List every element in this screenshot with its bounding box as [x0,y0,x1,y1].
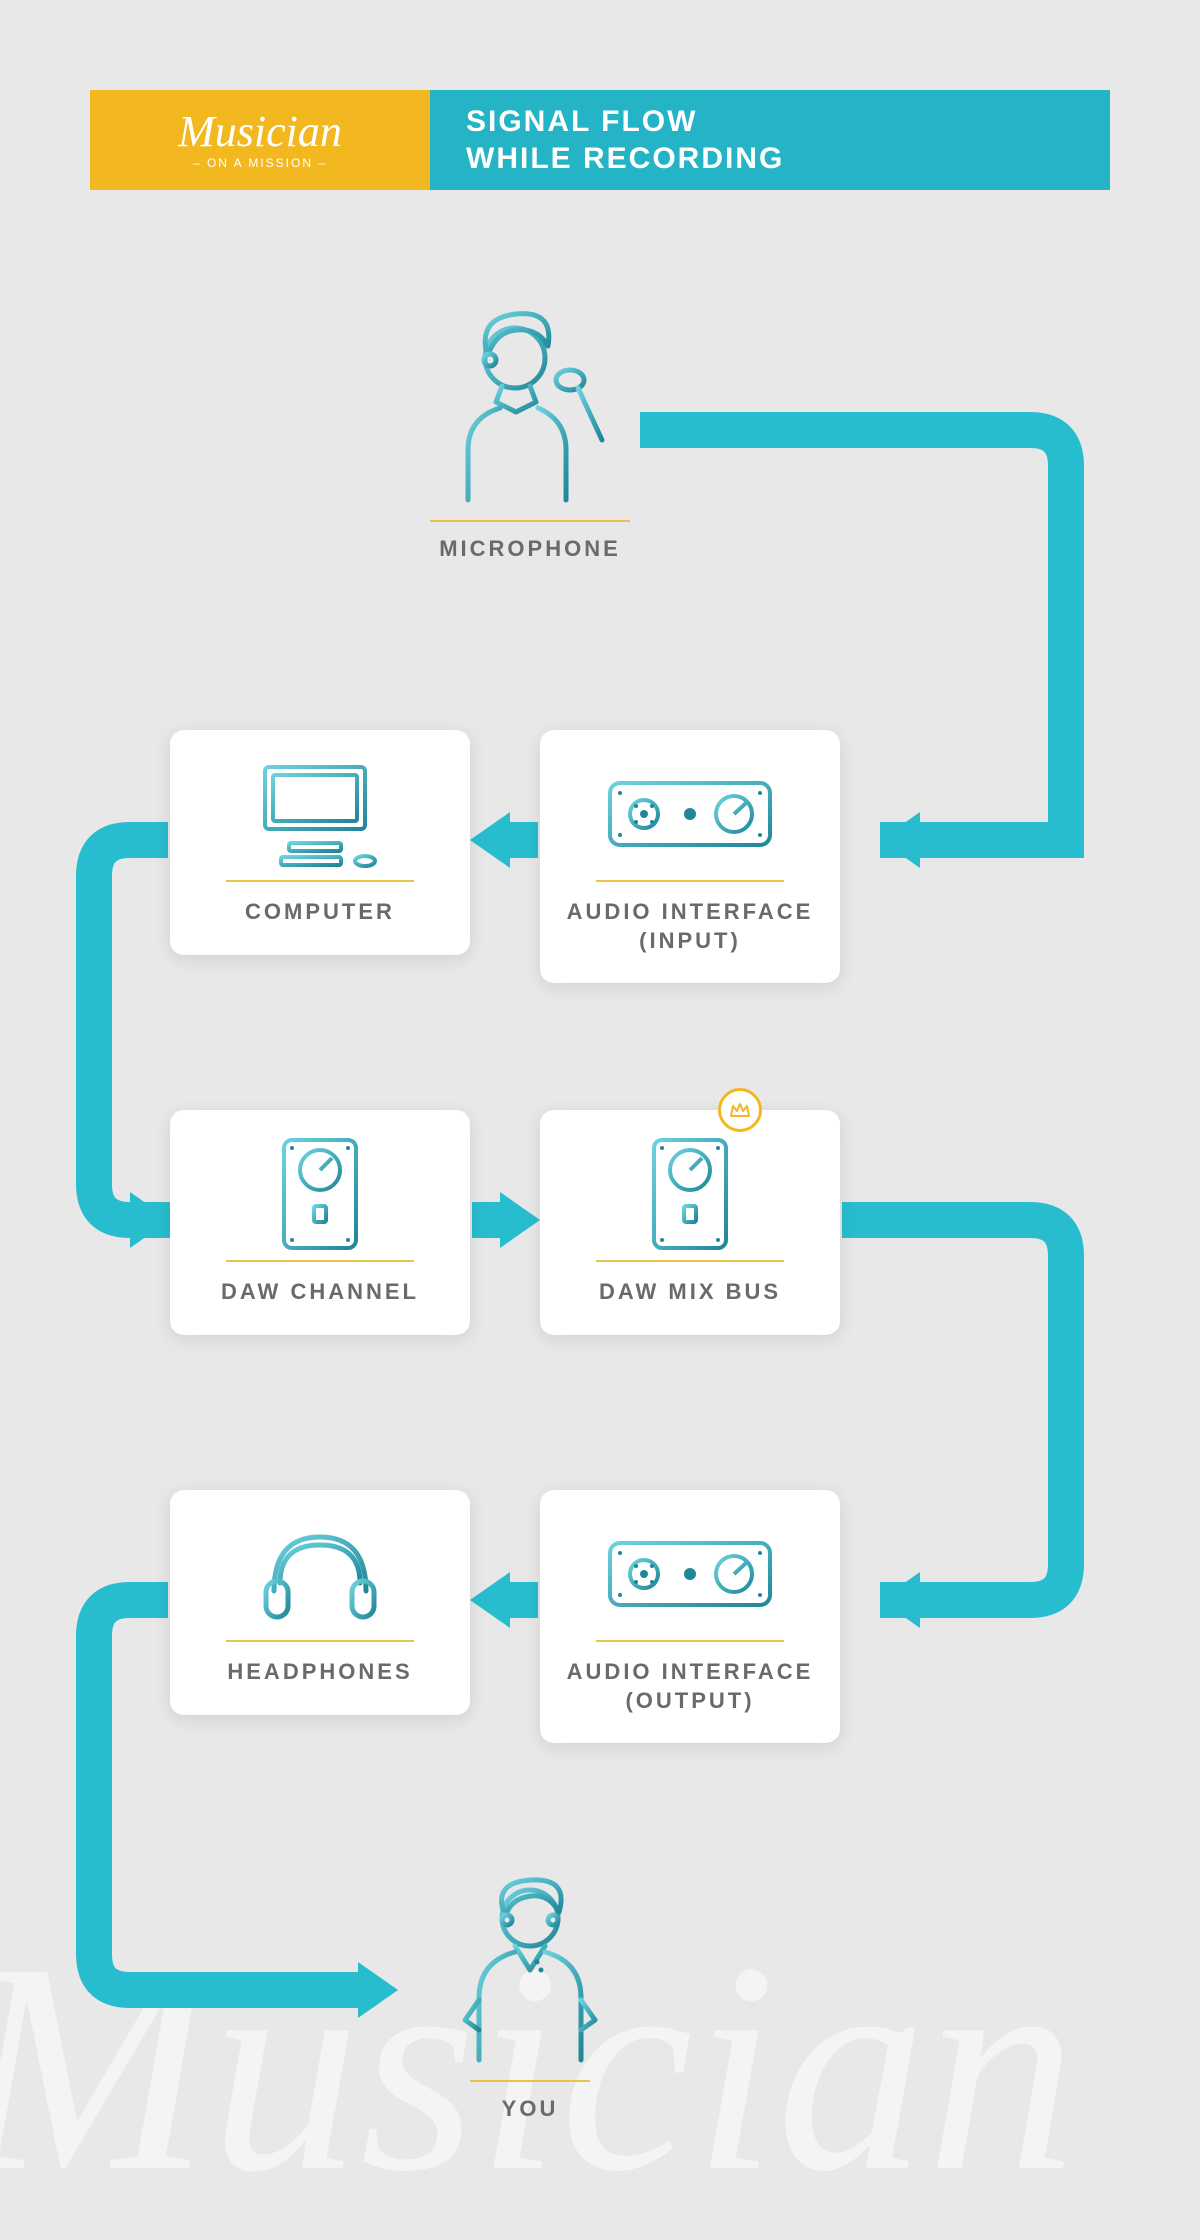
divider [226,1640,413,1642]
node-microphone: MICROPHONE [380,300,680,562]
divider [226,880,413,882]
node-label: MICROPHONE [380,536,680,562]
node-label: DAW CHANNEL [190,1278,450,1307]
divider [430,520,630,522]
node-headphones: HEADPHONES [170,1490,470,1715]
divider [226,1260,413,1262]
brand-logo-sub: – ON A MISSION – [193,156,327,170]
audio-interface-icon [560,754,820,874]
label-l2: (OUTPUT) [625,1688,754,1713]
divider [596,1640,783,1642]
label-l2: (INPUT) [639,928,741,953]
singer-mic-icon [380,300,680,510]
node-computer: COMPUTER [170,730,470,955]
node-label: AUDIO INTERFACE (INPUT) [560,898,820,955]
title-line-1: SIGNAL FLOW [466,103,1110,141]
label-l1: AUDIO INTERFACE [567,899,814,924]
title-line-2: WHILE RECORDING [466,140,1110,178]
node-daw-mix-bus: DAW MIX BUS [540,1110,840,1335]
node-label: DAW MIX BUS [560,1278,820,1307]
divider [596,1260,783,1262]
daw-channel-icon [190,1134,450,1254]
node-you: YOU [400,1870,660,2122]
node-daw-channel: DAW CHANNEL [170,1110,470,1335]
header-banner: Musician – ON A MISSION – SIGNAL FLOW WH… [90,90,1110,190]
label-l1: AUDIO INTERFACE [567,1659,814,1684]
daw-mix-icon [560,1134,820,1254]
node-label: COMPUTER [190,898,450,927]
divider [596,880,783,882]
node-label: AUDIO INTERFACE (OUTPUT) [560,1658,820,1715]
title-box: SIGNAL FLOW WHILE RECORDING [430,90,1110,190]
crown-badge [718,1088,762,1132]
headphones-icon [190,1514,450,1634]
node-label: YOU [400,2096,660,2122]
computer-icon [190,754,450,874]
brand-logo-main: Musician [178,110,342,154]
node-audio-interface-output: AUDIO INTERFACE (OUTPUT) [540,1490,840,1743]
node-audio-interface-input: AUDIO INTERFACE (INPUT) [540,730,840,983]
divider [470,2080,590,2082]
audio-interface-icon [560,1514,820,1634]
node-label: HEADPHONES [190,1658,450,1687]
brand-logo: Musician – ON A MISSION – [90,90,430,190]
person-icon [400,1870,660,2070]
